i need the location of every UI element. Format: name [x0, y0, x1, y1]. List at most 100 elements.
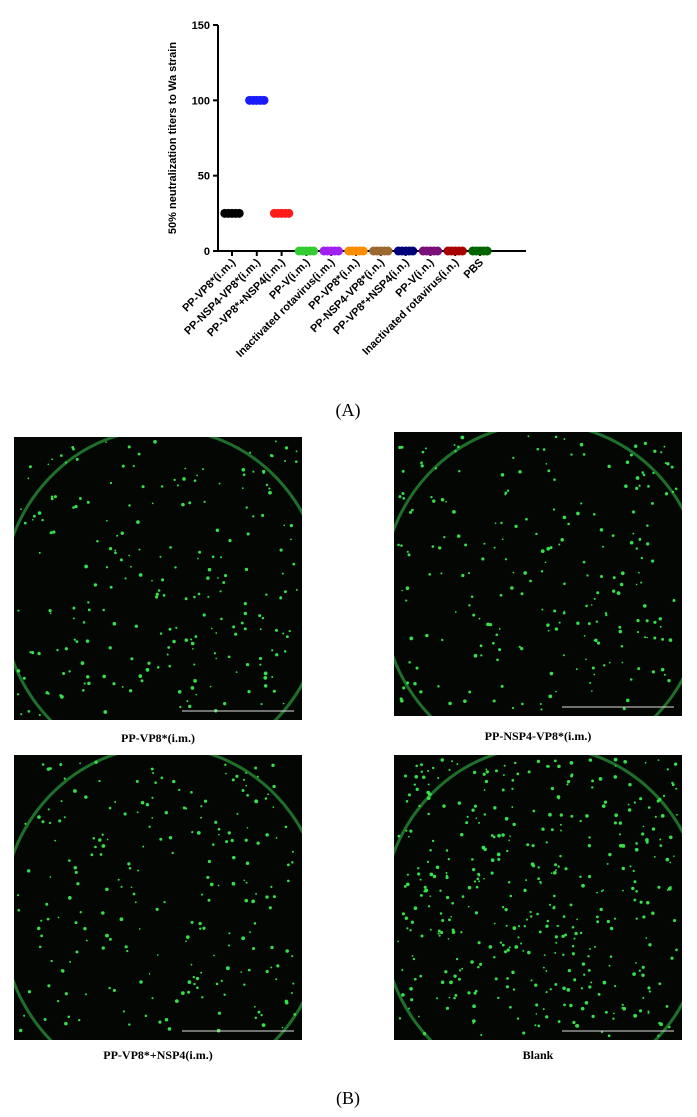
cell-dot: [554, 435, 558, 439]
cell-dot: [628, 782, 632, 787]
cell-dot: [138, 548, 141, 551]
cell-dot: [631, 886, 635, 891]
cell-dot: [47, 463, 50, 466]
cell-dot: [664, 492, 669, 496]
cell-dot: [514, 945, 519, 949]
cell-dot: [467, 905, 470, 908]
cell-dot: [511, 779, 515, 782]
cell-dot: [263, 684, 268, 688]
cell-dot: [575, 668, 578, 671]
cell-dot: [660, 451, 663, 454]
cell-dot: [400, 699, 404, 703]
cell-dot: [171, 851, 174, 855]
cell-dot: [268, 906, 272, 910]
cell-dot: [209, 882, 214, 887]
cell-dot: [99, 853, 103, 856]
cell-dot: [604, 1010, 608, 1014]
cell-dot: [588, 985, 592, 989]
cell-dot: [20, 508, 22, 511]
cell-dot: [193, 679, 197, 683]
cell-dot: [60, 454, 63, 457]
cell-dot: [483, 813, 487, 816]
cell-dot: [634, 847, 639, 852]
cell-dot: [52, 530, 56, 534]
cell-dot: [193, 663, 196, 666]
cell-dot: [179, 705, 182, 709]
panel-label: (B): [336, 1088, 360, 1109]
cell-dot: [453, 974, 457, 978]
cell-dot: [281, 1026, 284, 1029]
cell-dot: [279, 548, 283, 552]
cell-dot: [431, 766, 435, 770]
cell-dot: [476, 877, 480, 881]
cell-dot: [261, 513, 265, 517]
cell-dot: [199, 927, 202, 930]
cell-dot: [550, 786, 555, 791]
cell-dot: [114, 551, 117, 555]
cell-dot: [159, 837, 163, 841]
cell-dot: [622, 707, 626, 711]
cell-dot: [540, 549, 545, 553]
cell-dot: [136, 520, 140, 524]
cell-dot: [548, 694, 553, 699]
cell-dot: [635, 962, 637, 964]
cell-dot: [168, 664, 171, 668]
cell-dot: [666, 768, 669, 771]
cell-dot: [176, 484, 179, 487]
cell-dot: [188, 704, 192, 709]
cell-dot: [411, 508, 414, 512]
cell-dot: [470, 595, 474, 599]
cell-dot: [532, 864, 536, 868]
cell-dot: [635, 917, 638, 920]
cell-dot: [602, 889, 605, 892]
cell-dot: [625, 460, 630, 465]
cell-dot: [553, 478, 556, 481]
cell-dot: [636, 630, 640, 634]
cell-dot: [541, 608, 544, 611]
cell-dot: [512, 988, 516, 991]
cell-dot: [562, 953, 565, 956]
cell-dot: [426, 790, 431, 795]
cell-dot: [140, 800, 145, 805]
cell-dot: [523, 888, 527, 893]
cell-dot: [68, 670, 71, 673]
cell-dot: [643, 636, 647, 639]
cell-dot: [160, 578, 165, 582]
cell-dot: [124, 577, 127, 580]
cell-dot: [445, 895, 450, 900]
cell-dot: [653, 620, 657, 624]
cell-dot: [86, 675, 90, 679]
cell-dot: [244, 838, 248, 842]
cell-dot: [200, 893, 204, 896]
cell-dot: [283, 590, 287, 594]
cell-dot: [38, 551, 41, 554]
cell-dot: [612, 1017, 615, 1020]
cell-dot: [497, 857, 501, 861]
cell-dot: [660, 667, 665, 672]
cell-dot: [128, 1023, 131, 1026]
cell-dot: [213, 954, 215, 957]
cell-dot: [539, 880, 542, 884]
cell-dot: [258, 614, 262, 618]
cell-dot: [658, 1021, 661, 1025]
cell-dot: [98, 838, 102, 842]
cell-dot: [635, 583, 638, 586]
cell-dot: [254, 766, 258, 770]
cell-dot: [609, 955, 613, 958]
cell-dot: [427, 783, 430, 786]
cell-dot: [101, 844, 106, 848]
cell-dot: [490, 834, 494, 837]
cell-dot: [252, 515, 255, 518]
cell-dot: [223, 574, 228, 578]
cell-dot: [583, 973, 586, 976]
cell-dot: [436, 997, 439, 1000]
cell-dot: [651, 827, 656, 831]
cell-dot: [211, 843, 215, 846]
cell-dot: [629, 453, 633, 457]
cell-dot: [409, 929, 412, 932]
cell-dot: [457, 801, 462, 805]
cell-dot: [60, 694, 64, 699]
cell-dot: [609, 926, 614, 931]
cell-dot: [78, 497, 82, 500]
cell-dot: [112, 682, 116, 686]
